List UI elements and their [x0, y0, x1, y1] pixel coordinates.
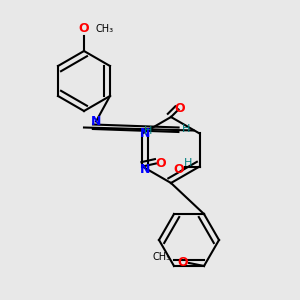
Text: CH₃: CH₃ [153, 252, 171, 262]
Text: N: N [140, 163, 151, 176]
Text: O: O [178, 256, 188, 269]
Text: N: N [140, 127, 151, 140]
Text: H: H [182, 124, 190, 134]
Text: N: N [91, 115, 101, 128]
Text: O: O [173, 163, 184, 176]
Text: H: H [183, 158, 192, 169]
Text: O: O [155, 157, 166, 170]
Text: O: O [79, 22, 89, 35]
Text: O: O [175, 101, 185, 115]
Text: H: H [144, 125, 153, 136]
Text: CH₃: CH₃ [96, 23, 114, 34]
